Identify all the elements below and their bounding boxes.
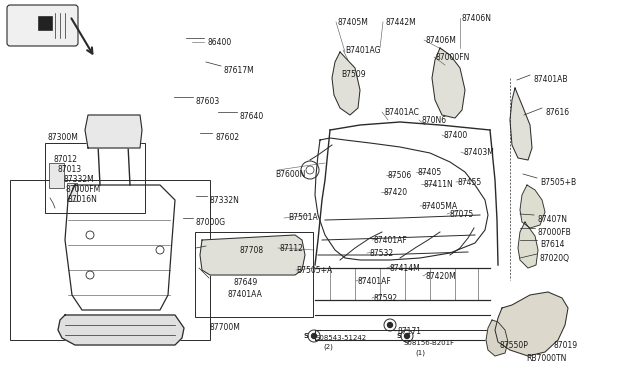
Text: 87700M: 87700M bbox=[210, 323, 241, 332]
Polygon shape bbox=[495, 292, 568, 356]
Polygon shape bbox=[486, 320, 508, 356]
Text: RB7000TN: RB7000TN bbox=[526, 354, 566, 363]
Text: S: S bbox=[303, 333, 308, 339]
Text: B7401AC: B7401AC bbox=[384, 108, 419, 117]
Text: 86400: 86400 bbox=[208, 38, 232, 47]
Text: B7600N: B7600N bbox=[275, 170, 305, 179]
Text: 87020Q: 87020Q bbox=[540, 254, 570, 263]
FancyBboxPatch shape bbox=[7, 5, 78, 46]
Text: 87405M: 87405M bbox=[338, 18, 369, 27]
Text: 87407N: 87407N bbox=[537, 215, 567, 224]
Text: B7501A: B7501A bbox=[288, 213, 317, 222]
Text: 87019: 87019 bbox=[553, 341, 577, 350]
Text: 87455: 87455 bbox=[458, 178, 483, 187]
Text: S08156-B201F: S08156-B201F bbox=[403, 340, 454, 346]
Bar bbox=[49, 163, 64, 188]
Text: 87013: 87013 bbox=[57, 165, 81, 174]
Bar bbox=[38, 16, 52, 30]
Text: 87000FM: 87000FM bbox=[65, 185, 100, 194]
Text: S: S bbox=[397, 333, 401, 339]
Text: S08543-51242: S08543-51242 bbox=[315, 335, 366, 341]
Text: (1): (1) bbox=[415, 350, 425, 356]
Text: 87406M: 87406M bbox=[426, 36, 457, 45]
Polygon shape bbox=[58, 315, 184, 345]
Text: 87112: 87112 bbox=[280, 244, 304, 253]
Polygon shape bbox=[510, 88, 532, 160]
Text: 87401AF: 87401AF bbox=[358, 277, 392, 286]
Text: 87171: 87171 bbox=[397, 327, 421, 336]
Text: B7505+B: B7505+B bbox=[540, 178, 576, 187]
Polygon shape bbox=[200, 235, 305, 275]
Text: 87406N: 87406N bbox=[462, 14, 492, 23]
Bar bbox=[10, 180, 210, 340]
Text: 87420: 87420 bbox=[383, 188, 407, 197]
Text: 87403M: 87403M bbox=[463, 148, 494, 157]
Text: 87016N: 87016N bbox=[68, 195, 98, 204]
Bar bbox=[195, 232, 313, 317]
Text: 87401AB: 87401AB bbox=[533, 75, 568, 84]
Circle shape bbox=[253, 269, 257, 272]
Circle shape bbox=[237, 259, 239, 262]
Circle shape bbox=[404, 334, 410, 339]
Text: B7401AG: B7401AG bbox=[345, 46, 381, 55]
Polygon shape bbox=[85, 115, 142, 148]
Text: 87411N: 87411N bbox=[423, 180, 452, 189]
Text: 87405MA: 87405MA bbox=[422, 202, 458, 211]
Text: 87442M: 87442M bbox=[385, 18, 416, 27]
Text: 87075: 87075 bbox=[449, 210, 473, 219]
Text: 87401AA: 87401AA bbox=[228, 290, 263, 299]
Text: 87506: 87506 bbox=[388, 171, 412, 180]
Text: 87603: 87603 bbox=[196, 97, 220, 106]
Text: B7505+A: B7505+A bbox=[296, 266, 332, 275]
Text: 87401AF: 87401AF bbox=[374, 236, 408, 245]
Text: 87000FB: 87000FB bbox=[538, 228, 572, 237]
Text: 87640: 87640 bbox=[240, 112, 264, 121]
Text: 87532: 87532 bbox=[369, 249, 393, 258]
Text: 87405: 87405 bbox=[418, 168, 442, 177]
Text: 87000FN: 87000FN bbox=[436, 53, 470, 62]
Polygon shape bbox=[518, 222, 538, 268]
Bar bbox=[45, 143, 145, 213]
Text: 87332N: 87332N bbox=[210, 196, 240, 205]
Text: 87550P: 87550P bbox=[500, 341, 529, 350]
Polygon shape bbox=[432, 48, 465, 118]
Text: 87649: 87649 bbox=[234, 278, 259, 287]
Text: 87000G: 87000G bbox=[196, 218, 226, 227]
Text: 87616: 87616 bbox=[545, 108, 569, 117]
Text: 87617M: 87617M bbox=[224, 66, 255, 75]
Text: 87592: 87592 bbox=[374, 294, 398, 303]
Text: 87332M: 87332M bbox=[63, 175, 93, 184]
Polygon shape bbox=[332, 52, 360, 115]
Text: 87012: 87012 bbox=[54, 155, 78, 164]
Text: 87602: 87602 bbox=[215, 133, 239, 142]
Text: 87420M: 87420M bbox=[425, 272, 456, 281]
Text: 87708: 87708 bbox=[239, 246, 263, 255]
Circle shape bbox=[387, 323, 392, 327]
Text: 87400: 87400 bbox=[444, 131, 468, 140]
Text: B7614: B7614 bbox=[540, 240, 564, 249]
Text: (2): (2) bbox=[323, 344, 333, 350]
Text: 870N6: 870N6 bbox=[421, 116, 446, 125]
Text: B7509: B7509 bbox=[341, 70, 365, 79]
Polygon shape bbox=[520, 185, 545, 228]
Circle shape bbox=[312, 334, 317, 339]
Text: 87300M: 87300M bbox=[48, 133, 79, 142]
Text: 87414M: 87414M bbox=[389, 264, 420, 273]
Bar bbox=[67, 183, 77, 201]
